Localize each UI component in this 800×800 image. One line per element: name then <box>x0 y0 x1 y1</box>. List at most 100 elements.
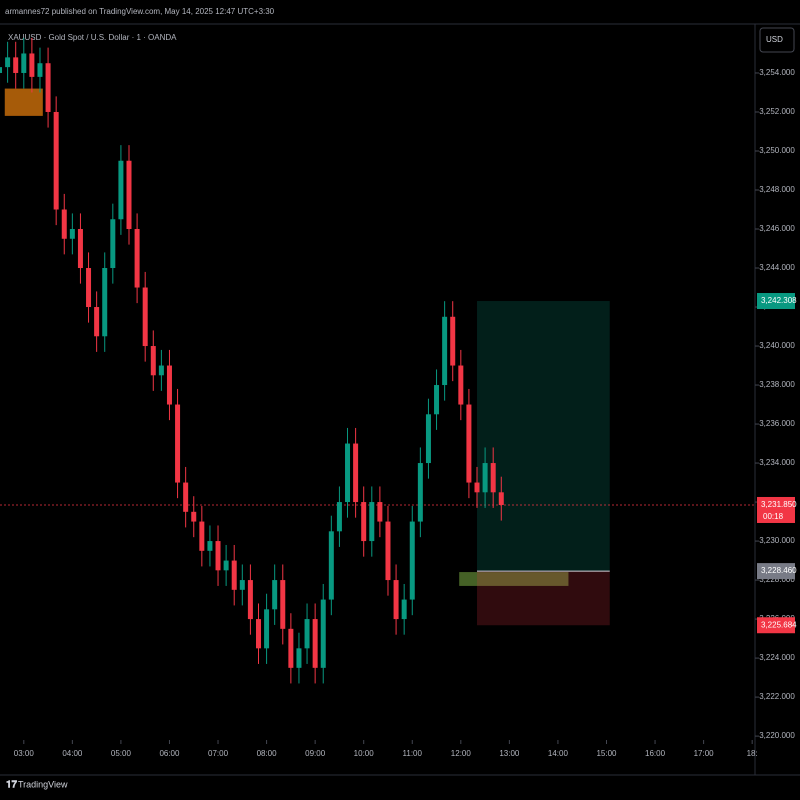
x-tick-label: 08:00 <box>257 749 278 758</box>
candle-body <box>482 463 488 493</box>
publisher: armannes72 published on TradingView.com,… <box>5 7 275 16</box>
candle-body <box>385 521 391 581</box>
candle-body <box>288 628 294 668</box>
candle-body <box>21 53 27 73</box>
stop-label: 3,225.684 <box>761 620 797 629</box>
candle-body <box>223 560 229 571</box>
x-tick-label: 15:00 <box>596 749 617 758</box>
candle-body <box>166 365 172 405</box>
candle-body <box>312 619 318 668</box>
brand-logo: 𝟏𝟕 <box>6 780 18 791</box>
x-tick-label: 14:00 <box>548 749 569 758</box>
x-tick-label: 11:00 <box>403 749 423 758</box>
candle-body <box>353 443 359 503</box>
x-tick-label: 13:00 <box>499 749 520 758</box>
candle-body <box>255 619 261 649</box>
target-label-bg <box>757 293 795 310</box>
current-price-label: 3,231.850 <box>761 500 797 509</box>
entry-label-bg <box>757 563 795 580</box>
candle-body <box>126 160 132 230</box>
profit-zone <box>477 301 610 572</box>
y-tick-label: 3,254.000 <box>759 68 795 77</box>
candle-body <box>5 57 11 68</box>
candle-body <box>450 316 456 366</box>
y-tick-label: 3,252.000 <box>759 107 795 116</box>
candle-body <box>118 160 124 220</box>
y-tick-label: 3,222.000 <box>759 692 795 701</box>
x-tick-label: 03:00 <box>14 749 35 758</box>
y-tick-label: 3,228.000 <box>759 575 795 584</box>
x-tick-label: 18: <box>747 749 758 758</box>
candle-body <box>304 619 310 649</box>
candle-body <box>150 346 156 376</box>
candle-body <box>498 492 504 505</box>
y-tick-label: 3,224.000 <box>759 653 795 662</box>
candle-body <box>272 580 278 610</box>
candle-body <box>345 443 351 503</box>
candle-body <box>110 219 116 269</box>
candle-body <box>425 414 431 464</box>
candle-body <box>417 463 423 522</box>
candle-body <box>215 541 221 571</box>
y-tick-label: 3,250.000 <box>759 146 795 155</box>
y-tick-label: 3,238.000 <box>759 380 795 389</box>
y-tick-label: 3,236.000 <box>759 419 795 428</box>
x-tick-label: 16:00 <box>645 749 666 758</box>
currency[interactable]: USD <box>766 35 783 44</box>
candle-body <box>37 63 43 77</box>
candle-body <box>361 502 367 542</box>
x-tick-label: 12:00 <box>451 749 472 758</box>
candle-body <box>45 63 51 112</box>
candle-body <box>490 463 496 493</box>
candle-body <box>191 511 197 522</box>
y-tick-label: 3,246.000 <box>759 224 795 233</box>
candle-body <box>175 404 181 483</box>
y-tick-label: 3,240.000 <box>759 341 795 350</box>
x-tick-label: 17:00 <box>694 749 715 758</box>
symbol: XAUUSD · Gold Spot / U.S. Dollar · 1 · O… <box>8 33 177 42</box>
brand: TradingView <box>18 779 68 789</box>
x-tick-label: 09:00 <box>305 749 326 758</box>
x-tick-label: 10:00 <box>354 749 375 758</box>
y-tick-label: 3,220.000 <box>759 731 795 740</box>
candle-body <box>466 404 472 483</box>
candle-body <box>296 648 302 668</box>
current-price-label-countdown: 00:18 <box>763 512 784 521</box>
candle-body <box>94 307 100 337</box>
currency-button[interactable] <box>759 27 795 53</box>
candle-body <box>320 599 326 668</box>
zone <box>459 572 569 586</box>
candle-body <box>53 111 59 210</box>
candle-body <box>247 580 253 620</box>
loss-zone <box>477 571 610 626</box>
y-tick-label: 3,248.000 <box>759 185 795 194</box>
candle-body <box>102 268 108 337</box>
candle-body <box>158 365 164 376</box>
zone <box>4 88 43 116</box>
candle-body <box>86 268 92 308</box>
candle-body <box>409 521 415 600</box>
candle-body <box>239 580 245 590</box>
entry-label: 3,228.460 <box>761 566 797 575</box>
candle-body <box>199 521 205 551</box>
candle-body <box>336 502 342 532</box>
candle-body <box>474 482 480 493</box>
candle-body <box>369 502 375 542</box>
candle-body <box>328 531 334 600</box>
target-label: 3,242.308 <box>761 296 797 305</box>
current-price-label-bg <box>757 496 795 523</box>
candle-body <box>0 67 3 73</box>
candle-body <box>61 209 67 239</box>
candle-body <box>77 229 83 269</box>
x-tick-label: 07:00 <box>208 749 229 758</box>
candle-body <box>231 560 237 590</box>
candle-body <box>13 57 19 73</box>
candle-body <box>280 580 286 629</box>
y-tick-label: 3,234.000 <box>759 458 795 467</box>
candle-body <box>434 385 440 415</box>
candle-body <box>142 287 148 347</box>
x-tick-label: 05:00 <box>111 749 132 758</box>
candle-body <box>183 482 189 512</box>
